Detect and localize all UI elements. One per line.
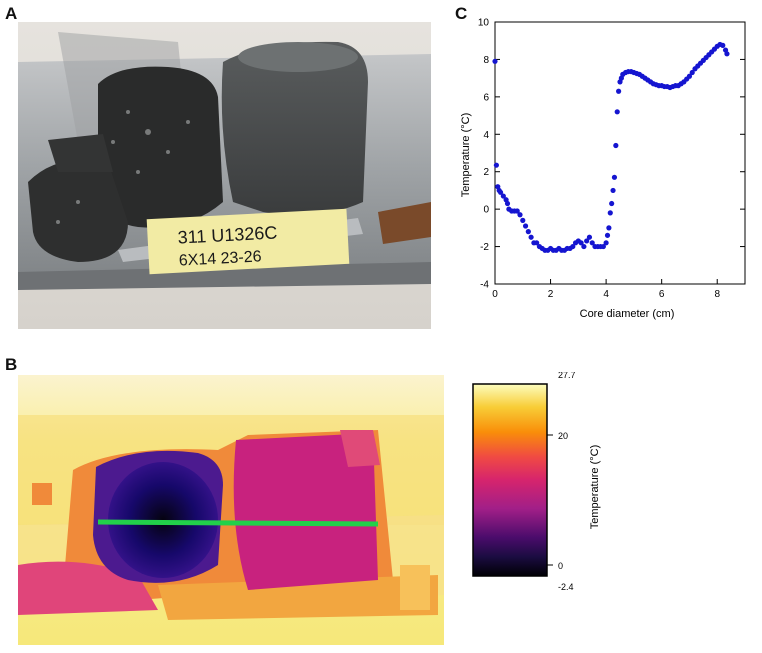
colorbar: 27.7 20 0 -2.4 Temperature (°C)	[472, 372, 601, 592]
data-point	[609, 200, 615, 207]
data-point	[493, 162, 499, 168]
data-point	[525, 229, 531, 235]
data-point	[581, 243, 587, 250]
x-tick-label: 2	[548, 289, 554, 300]
y-tick-label: 8	[483, 55, 489, 66]
data-point	[520, 217, 526, 223]
data-point	[607, 210, 613, 216]
data-point	[504, 200, 511, 207]
x-tick-label: 6	[659, 289, 665, 300]
data-point	[500, 193, 506, 199]
data-point	[686, 73, 693, 79]
thermal-image	[18, 375, 444, 645]
data-point	[724, 51, 730, 57]
y-tick-label: -4	[480, 280, 489, 291]
data-point	[492, 58, 498, 64]
chart-ylabel: Temperature (°C)	[460, 113, 472, 197]
data-point	[603, 240, 609, 246]
data-point	[514, 208, 520, 214]
data-point	[497, 189, 504, 195]
data-point	[610, 187, 616, 194]
data-point	[517, 212, 523, 218]
data-point	[616, 88, 622, 94]
colorbar-max-label: 27.7	[558, 372, 576, 380]
panel-b-label: B	[5, 355, 18, 374]
data-point	[584, 238, 590, 244]
x-tick-label: 0	[492, 289, 498, 300]
data-point	[534, 240, 540, 246]
chart-xlabel: Core diameter (cm)	[580, 308, 675, 320]
data-point	[689, 69, 695, 76]
colorbar-title: Temperature (°C)	[589, 445, 601, 529]
temperature-chart: 0 2 4 6 8 -4 -2 0 2 4 6 8 10 Core diameter (cm) Temp…	[460, 18, 746, 320]
data-point	[586, 234, 593, 240]
colorbar-tick-20: 20	[558, 431, 568, 441]
y-tick-label: 2	[483, 167, 489, 178]
data-point	[570, 243, 576, 250]
sample-label-line2: 6X14 23-26	[178, 248, 262, 269]
data-point	[522, 223, 529, 229]
data-point	[613, 142, 619, 149]
core-sample-photo: 311 U1326C 6X14 23-26	[18, 22, 431, 329]
data-point	[611, 174, 618, 180]
colorbar-tick-0: 0	[558, 561, 563, 571]
colorbar-min-label: -2.4	[558, 582, 574, 592]
colorbar-gradient	[472, 383, 548, 577]
plot-frame	[494, 21, 746, 285]
data-point	[606, 225, 612, 231]
data-point	[720, 42, 726, 48]
data-point	[589, 240, 595, 246]
x-tick-label: 8	[714, 289, 720, 300]
y-tick-label: -2	[480, 242, 489, 253]
data-point	[604, 232, 611, 238]
x-tick-label: 4	[603, 289, 609, 300]
panel-c-label: C	[455, 4, 468, 23]
data-point	[600, 243, 606, 250]
data-point	[578, 240, 584, 246]
y-tick-label: 6	[483, 92, 489, 103]
data-point	[528, 234, 534, 240]
y-tick-label: 0	[483, 205, 489, 216]
panel-a-label: A	[5, 4, 18, 23]
y-tick-label: 10	[478, 18, 490, 29]
data-point	[614, 109, 620, 115]
y-tick-label: 4	[483, 130, 489, 141]
temperature-profile-line	[97, 519, 379, 527]
